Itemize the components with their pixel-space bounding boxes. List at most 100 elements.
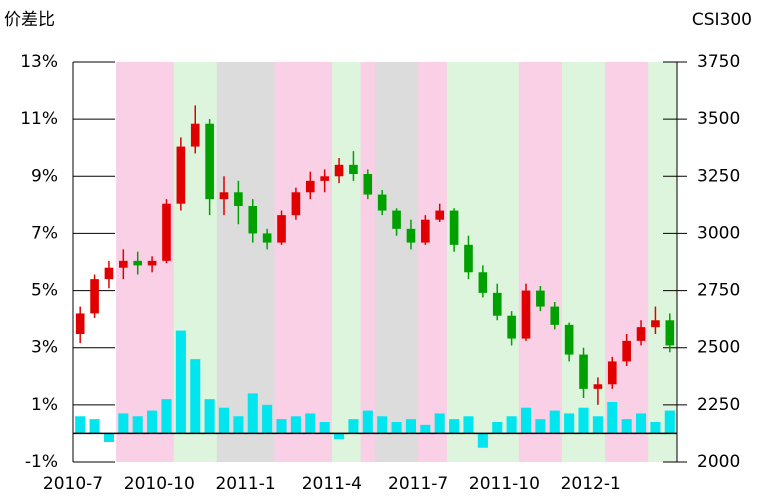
background-band [633,62,649,462]
candle-body [435,210,445,220]
background-band [389,62,405,462]
spread-bar [607,402,618,434]
spread-bar [592,416,603,434]
candle-body [478,272,488,293]
spread-bar [449,419,460,434]
y-tick-label: 7% [31,223,58,243]
background-band [662,62,678,462]
spread-bar [405,419,416,434]
y2-tick-label: 2000 [697,452,740,472]
background-band [547,62,563,462]
spread-bar [103,433,114,442]
spread-bar [262,404,273,434]
candle-body [377,194,387,211]
candle-body [421,219,430,243]
spread-bar [190,359,201,434]
background-band [375,62,390,462]
candle-body [190,123,200,147]
candle-body [406,228,416,243]
spread-bar [161,399,172,434]
spread-bar [89,419,100,434]
spread-bar [463,416,474,434]
background-band [619,62,635,462]
spread-bar [564,413,575,434]
spread-bar [420,424,431,434]
spread-bar [362,410,373,434]
candle-body [162,203,171,261]
spread-bar [434,413,445,434]
background-band [331,62,347,462]
spread-bar [578,407,589,434]
y-tick-label: -1% [25,452,58,472]
spread-bar [377,416,388,434]
x-tick-label: 2011-7 [388,474,448,494]
y2-tick-label: 3750 [697,52,740,72]
spread-bar [520,407,532,434]
background-band [245,62,261,462]
spread-bar [233,416,244,434]
candle-body [521,290,531,339]
background-band [231,62,247,462]
y-tick-label: 13% [20,52,58,72]
y2-tick-label: 3000 [697,223,740,243]
spread-bar [492,422,503,434]
y-tick-label: 9% [31,166,58,186]
spread-bar [549,410,560,434]
background-band [533,62,549,462]
background-band [274,62,290,462]
candle-body [636,327,646,341]
background-band [259,62,275,462]
y2-tick-label: 2500 [697,338,740,358]
background-band [446,62,462,462]
candle-body [507,315,516,339]
candle-body [234,192,243,206]
background-band [303,62,318,462]
y-tick-label: 3% [31,338,58,358]
x-tick-label: 2011-10 [469,474,540,494]
background-band [590,62,606,462]
spread-bar [175,330,186,434]
candle-body [607,361,617,385]
spread-bar [391,422,402,434]
candle-body [593,384,603,389]
candle-body [305,180,315,193]
y-axis-title: 价差比 [4,10,55,30]
candle-body [363,174,373,195]
spread-bar [334,433,345,440]
candle-body [133,260,143,266]
candle-body [104,267,114,280]
background-band [216,62,232,462]
spread-bar [535,419,546,434]
candle-body [262,233,272,243]
background-band [418,62,434,462]
background-band [490,62,505,462]
y2-tick-label: 3500 [697,109,740,129]
candle-body [579,354,588,389]
spread-bar [247,393,258,434]
spread-bar [118,413,129,434]
spread-bar [348,419,359,434]
candle-body [622,340,631,362]
candle-body [665,320,675,346]
background-band [648,62,664,462]
spread-bar [204,399,215,434]
y-tick-label: 11% [20,109,58,129]
background-band [504,62,520,462]
candle-body [219,192,229,200]
candle-body [147,260,157,266]
y2-tick-label: 3250 [697,166,740,186]
x-tick-label: 2011-4 [302,474,362,494]
background-band [561,62,577,462]
spread-bar [147,410,158,434]
spread-bar [650,422,661,434]
candle-body [248,206,258,234]
candle-body [449,210,459,245]
candle-body [550,306,560,325]
candle-body [291,192,301,216]
spread-bar [621,419,632,434]
y2-tick-label: 2250 [697,395,740,415]
spread-bar [218,407,230,434]
spread-bar [506,416,517,434]
background-band [576,62,592,462]
